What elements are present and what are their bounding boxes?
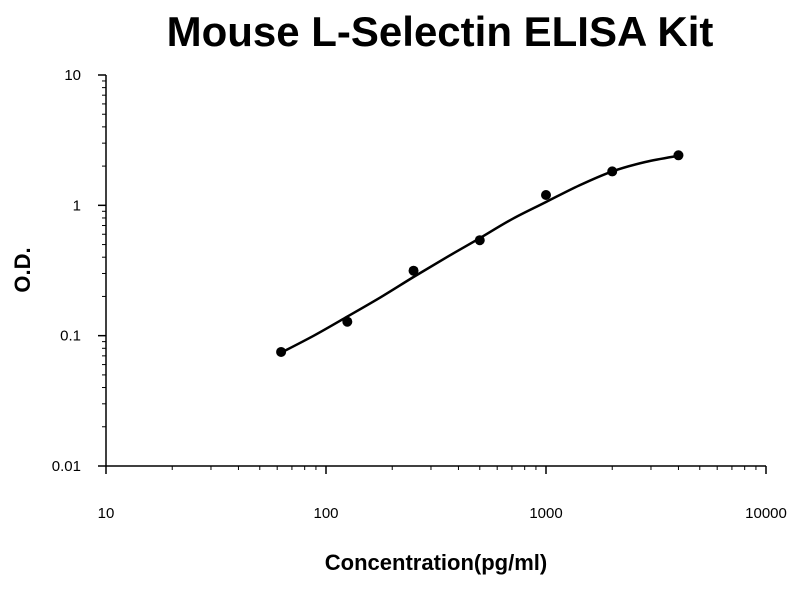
y-tick-label: 10	[64, 67, 81, 84]
x-tick-labels: 10 100 1000 10000	[98, 505, 787, 522]
data-point	[474, 235, 485, 246]
x-tick-label: 1000	[529, 505, 562, 522]
x-tick-label: 10	[98, 505, 115, 522]
data-point	[342, 316, 353, 327]
data-point	[607, 166, 618, 177]
data-points	[276, 150, 684, 357]
y-tick-label: 0.1	[60, 328, 81, 345]
y-tick-labels: 10 1 0.1 0.01	[52, 67, 81, 475]
fit-curve	[280, 154, 679, 354]
data-point	[673, 150, 684, 161]
x-tick-label: 10000	[745, 505, 787, 522]
chart-title: Mouse L-Selectin ELISA Kit	[166, 8, 714, 55]
data-point	[541, 190, 551, 201]
y-ticks	[98, 74, 106, 467]
y-axis-title: O.D.	[10, 247, 35, 292]
data-point	[276, 346, 287, 357]
x-axis-title: Concentration(pg/ml)	[325, 550, 547, 575]
x-tick-label: 100	[313, 505, 338, 522]
y-tick-label: 0.01	[52, 458, 81, 475]
x-ticks	[105, 466, 767, 474]
data-point	[408, 265, 419, 276]
y-tick-label: 1	[73, 197, 81, 214]
